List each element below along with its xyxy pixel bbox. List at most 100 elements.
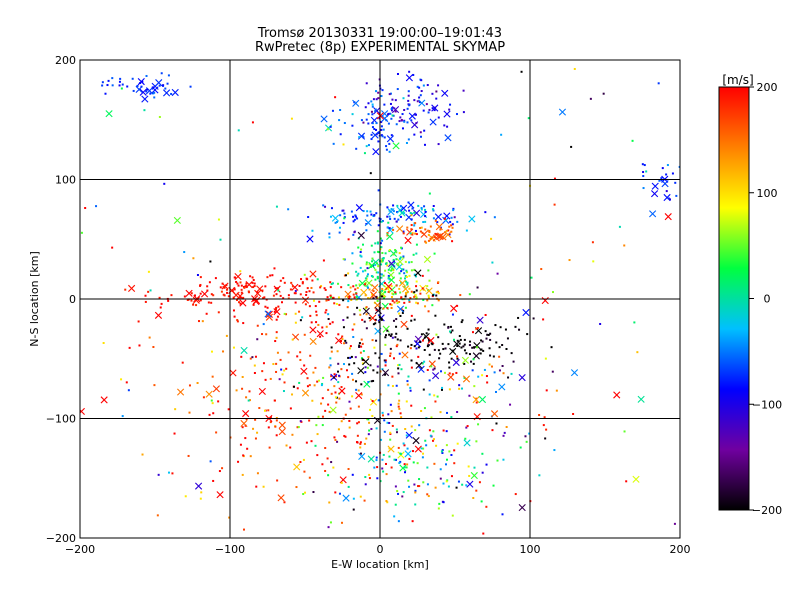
scatter-dot-233: [642, 171, 645, 174]
scatter-dot-973: [319, 335, 322, 338]
scatter-dot-1216: [326, 296, 329, 299]
scatter-dot-1721: [303, 273, 306, 276]
scatter-dot-1800: [120, 378, 123, 381]
scatter-dot-1471: [443, 371, 446, 374]
scatter-dot-1470: [388, 421, 391, 424]
scatter-dot-1075: [236, 319, 239, 322]
scatter-dot-570: [364, 281, 367, 284]
scatter-dot-952: [472, 362, 475, 365]
scatter-dot-1683: [404, 471, 407, 474]
scatter-dot-409: [427, 233, 430, 236]
scatter-dot-433: [405, 269, 408, 272]
scatter-dot-1393: [446, 411, 449, 414]
scatter-dot-174: [367, 113, 370, 116]
scatter-dot-354: [330, 207, 333, 210]
scatter-dot-1001: [283, 501, 286, 504]
scatter-dot-1303: [389, 354, 392, 357]
scatter-cross-986: [309, 326, 317, 334]
scatter-dot-700: [355, 292, 358, 295]
scatter-dot-108: [437, 84, 440, 87]
scatter-dot-1338: [342, 363, 345, 366]
scatter-dot-505: [410, 269, 413, 272]
scatter-dot-665: [403, 301, 406, 304]
scatter-dot-1266: [327, 388, 330, 391]
scatter-dot-722: [283, 281, 286, 284]
scatter-dot-1553: [395, 332, 398, 335]
scatter-cross-1600: [518, 503, 526, 512]
scatter-dot-1535: [435, 294, 438, 297]
scatter-dot-124: [373, 127, 376, 130]
scatter-cross-243: [331, 214, 340, 222]
scatter-dot-1337: [280, 368, 283, 371]
scatter-dot-197: [360, 119, 363, 122]
scatter-dot-1772: [138, 344, 141, 347]
scatter-dot-72: [422, 84, 425, 87]
scatter-dot-389: [424, 240, 427, 243]
scatter-dot-790: [199, 292, 202, 295]
scatter-dot-698: [240, 284, 243, 287]
scatter-dot-1617: [408, 485, 411, 488]
scatter-cross-1390: [264, 310, 272, 318]
scatter-dot-1059: [321, 463, 324, 466]
scatter-dot-592: [365, 313, 368, 316]
scatter-dot-117: [351, 113, 354, 116]
scatter-dot-496: [376, 262, 379, 265]
scatter-dot-1757: [520, 70, 523, 73]
scatter-dot-465: [375, 271, 378, 274]
scatter-dot-1003: [326, 457, 329, 460]
scatter-dot-1197: [325, 325, 328, 328]
scatter-dot-614: [436, 290, 439, 293]
scatter-dot-81: [419, 94, 422, 97]
scatter-dot-1479: [398, 363, 401, 366]
scatter-dot-758: [199, 276, 202, 279]
scatter-dot-781: [332, 296, 335, 299]
scatter-dot-1658: [433, 462, 436, 465]
scatter-dot-1097: [261, 370, 264, 373]
scatter-dot-1178: [334, 391, 337, 394]
scatter-dot-1367: [364, 476, 367, 479]
scatter-dot-1276: [572, 412, 575, 415]
scatter-dot-1258: [475, 327, 478, 330]
scatter-dot-485: [402, 255, 405, 258]
scatter-dot-271: [452, 209, 455, 212]
scatter-dot-1380: [445, 444, 448, 447]
scatter-dot-1654: [437, 507, 440, 510]
scatter-dot-864: [450, 357, 453, 360]
scatter-dot-1375: [327, 313, 330, 316]
scatter-dot-1195: [426, 368, 429, 371]
scatter-dot-1797: [237, 460, 240, 463]
scatter-cross-1233: [80, 407, 85, 415]
scatter-cross-1641: [358, 452, 366, 460]
scatter-dot-475: [369, 264, 372, 267]
scatter-cross-190: [357, 132, 366, 140]
scatter-dot-1635: [501, 513, 504, 516]
scatter-dot-1018: [347, 376, 350, 379]
scatter-dot-23: [152, 86, 155, 89]
scatter-dot-677: [349, 286, 352, 289]
scatter-dot-1231: [434, 400, 437, 403]
scatter-dot-1077: [418, 485, 421, 488]
scatter-dot-712: [289, 288, 292, 291]
scatter-dot-1272: [275, 331, 278, 334]
scatter-dot-776: [239, 302, 242, 305]
x-tick-label-0: −200: [65, 543, 95, 556]
scatter-dot-1061: [340, 386, 343, 389]
scatter-dot-783: [266, 276, 269, 279]
scatter-dot-745: [225, 288, 228, 291]
scatter-dot-349: [354, 214, 357, 217]
scatter-dot-432: [361, 270, 364, 273]
scatter-dot-1221: [381, 414, 384, 417]
scatter-dot-1503: [525, 440, 528, 443]
scatter-dot-1746: [283, 312, 286, 315]
scatter-dot-958: [361, 342, 364, 345]
scatter-dot-824: [206, 285, 209, 288]
scatter-dot-1526: [410, 319, 413, 322]
scatter-dot-1260: [397, 405, 400, 408]
scatter-dot-125: [446, 125, 449, 128]
scatter-cross-1729: [541, 296, 549, 305]
scatter-dot-1335: [391, 375, 394, 378]
scatter-dot-325: [424, 208, 427, 211]
scatter-dot-980: [252, 299, 255, 302]
scatter-dot-801: [281, 301, 284, 304]
scatter-dot-1828: [631, 139, 634, 142]
